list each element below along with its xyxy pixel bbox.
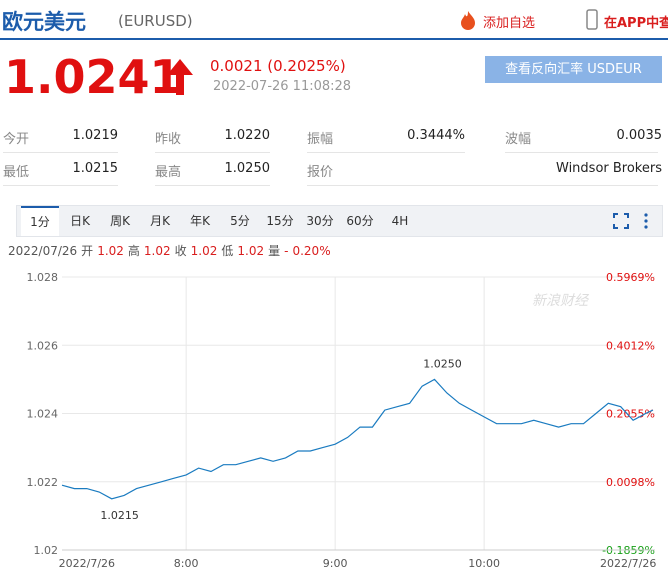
stat-label: 振幅 <box>307 132 334 147</box>
x-tick-label: 10:00 <box>468 557 500 570</box>
info-line: 2022/07/26 开 1.02 高 1.02 收 1.02 低 1.02 量 -0.20% <box>8 242 335 259</box>
stat-value: 1.0215 <box>72 161 119 176</box>
stat-label: 最低 <box>3 165 30 180</box>
stat-rule <box>3 185 118 186</box>
title: 欧元美元 <box>2 10 86 34</box>
code: (EURUSD) <box>118 12 193 30</box>
info-value: 1.02 <box>143 244 171 258</box>
price: 1.0241 <box>4 50 182 104</box>
info-label: 低 <box>221 244 234 258</box>
x-tick-label: 2022/7/26 <box>600 557 656 570</box>
fullscreen-icon[interactable] <box>613 213 629 229</box>
stat-label: 波幅 <box>505 132 532 147</box>
stat-label: 报价 <box>307 165 334 180</box>
tabs: 1分 日K 周K 月K 年K 5分 15分 30分 60分 4H <box>16 205 663 237</box>
price-line <box>61 378 654 500</box>
more-icon[interactable] <box>641 212 651 230</box>
stat-rule <box>505 152 658 153</box>
info-label: 收 <box>174 244 187 258</box>
tab[interactable]: 15分 <box>266 214 294 228</box>
stat-rule <box>155 185 270 186</box>
fire-icon <box>461 11 475 30</box>
open-app[interactable]: 在APP中查看 <box>604 16 668 31</box>
stat-rule <box>307 152 465 153</box>
tab[interactable]: 1分 <box>21 206 59 236</box>
x-tick-label: 2022/7/26 <box>59 557 115 570</box>
stat-value: 1.0250 <box>224 161 271 176</box>
reverse-button[interactable]: 查看反向汇率 USDEUR <box>485 56 662 83</box>
stat-value: 0.3444% <box>407 128 465 143</box>
stat-label: 今开 <box>3 132 30 147</box>
y2-tick-label: 0.0098% <box>606 476 655 489</box>
stat-rule <box>3 152 118 153</box>
y-tick-label: 1.026 <box>27 339 59 352</box>
tab[interactable]: 30分 <box>306 214 334 228</box>
info-value: 1.02 <box>237 244 265 258</box>
tab[interactable]: 60分 <box>346 214 374 228</box>
tab[interactable]: 4H <box>391 214 409 228</box>
info-value: 1.02 <box>97 244 124 258</box>
annotation: 1.0250 <box>423 357 462 370</box>
quote-time: 2022-07-26 11:08:28 <box>213 79 352 94</box>
stat-value: 0.0035 <box>616 128 663 143</box>
add-favorite[interactable]: 添加自选 <box>483 16 536 31</box>
stat-label: 最高 <box>155 165 182 180</box>
info-date: 2022/07/26 <box>8 244 78 258</box>
info-label: 量 <box>268 244 281 258</box>
stat-value: 1.0219 <box>72 128 119 143</box>
up-arrow <box>167 59 193 95</box>
annotation: 1.0215 <box>100 509 139 522</box>
info-change: 0.20% <box>292 244 331 258</box>
chart: 新浪财经1.021.0221.0241.0261.028-0.1859%0.00… <box>27 271 657 570</box>
info-value: 1.02 <box>190 244 218 258</box>
y-tick-label: 1.028 <box>27 271 59 284</box>
y-tick-label: 1.02 <box>34 544 59 557</box>
watermark: 新浪财经 <box>532 293 590 309</box>
stat-value: Windsor Brokers <box>556 161 662 176</box>
stat-label: 昨收 <box>155 132 182 147</box>
tab[interactable]: 5分 <box>230 214 250 228</box>
tab[interactable]: 周K <box>110 214 130 228</box>
x-tick-label: 8:00 <box>174 557 199 570</box>
y-tick-label: 1.024 <box>27 408 59 421</box>
stats: 今开 1.0219 昨收 1.0220 振幅 0.3444% 波幅 0.0035 最低 1.021… <box>0 122 668 188</box>
stat-rule <box>307 185 658 186</box>
x-tick-label: 9:00 <box>323 557 348 570</box>
y2-tick-label: 0.2055% <box>606 408 655 421</box>
tab[interactable]: 日K <box>70 214 90 228</box>
y2-tick-label: 0.4012% <box>606 339 655 352</box>
info-label: 开 <box>81 244 94 258</box>
tab[interactable]: 月K <box>150 214 170 228</box>
info-value: - <box>284 244 289 258</box>
y-tick-label: 1.022 <box>27 476 59 489</box>
divider <box>0 38 668 40</box>
phone-icon <box>586 9 598 30</box>
stat-value: 1.0220 <box>224 128 271 143</box>
tab[interactable]: 年K <box>190 214 210 228</box>
y2-tick-label: 0.5969% <box>606 271 655 284</box>
change: 0.0021 (0.2025%) <box>210 57 346 75</box>
info-label: 高 <box>127 244 140 258</box>
stat-rule <box>155 152 270 153</box>
